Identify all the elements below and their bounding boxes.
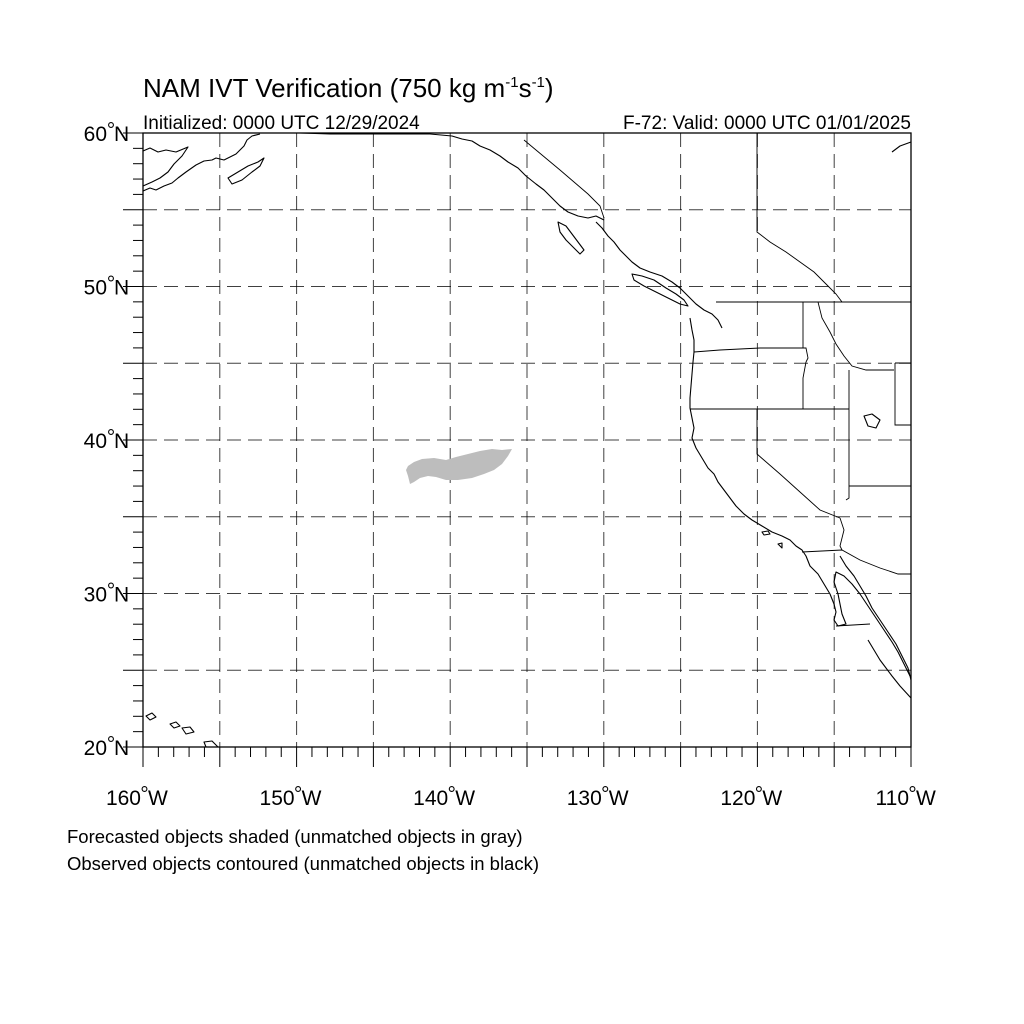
longitude-labels: 160 W 150 W 140 W 130 W 120 W 110 W [106,786,936,810]
degree-symbol [108,122,114,128]
haida-gwaii [557,221,585,255]
latitude-labels: 60 N 50 N 40 N 30 N 20 N [84,122,129,760]
hudson-bay-edge [891,141,912,153]
degree-symbol [108,275,114,282]
ca-nv-border [756,409,841,519]
lon-label: 120 [720,787,755,810]
lat-hemisphere: N [114,584,129,607]
axis-ticks [123,132,912,767]
forecast-object-unmatched [406,449,512,484]
us-west-coast [689,317,911,677]
degree-symbol [108,582,114,589]
footnote-observed: Observed objects contoured (unmatched ob… [67,853,539,874]
bc-coast [595,221,723,329]
id-mt-border [817,301,894,371]
alaska-peninsula [142,133,261,192]
lat-hemisphere: N [114,277,129,300]
lon-hemisphere: W [916,787,936,810]
lon-label: 160 [106,787,141,810]
lat-hemisphere: N [114,123,129,146]
alaska-canada-border [523,139,605,219]
map-title: NAM IVT Verification (750 kg m-1s-1) [143,73,554,103]
hawaii-oahu-maui [169,721,195,735]
channel-islands [761,530,783,549]
degree-symbol [295,786,302,792]
lat-label: 30 [84,584,107,607]
lat-label: 40 [84,430,107,453]
kodiak-island [227,157,265,185]
degree-symbol [448,786,455,792]
lon-hemisphere: W [148,787,168,810]
degree-symbol [108,429,114,435]
lat-hemisphere: N [114,430,129,453]
lat-label: 20 [84,737,107,760]
lon-label: 110 [876,787,909,810]
lat-hemisphere: N [114,737,129,760]
degree-symbol [755,786,762,792]
lon-label: 140 [413,787,448,810]
alaska-coast [142,146,189,187]
canada-province-border [756,133,843,303]
nv-ut-border [845,409,850,501]
degree-symbol [909,786,916,792]
lat-label: 50 [84,277,107,300]
coastlines [142,132,912,748]
gulf-of-california-coast [839,555,912,681]
lon-hemisphere: W [302,787,322,810]
initialized-time: Initialized: 0000 UTC 12/29/2024 [143,113,420,134]
degree-symbol [602,786,609,792]
vancouver-island [631,273,689,307]
lon-hemisphere: W [609,787,629,810]
alaska-gulf-coast [299,132,605,221]
lat-label: 60 [84,123,107,146]
lon-hemisphere: W [762,787,782,810]
or-id-border [802,361,807,409]
great-salt-lake [863,413,881,429]
valid-time: F-72: Valid: 0000 UTC 01/01/2025 [623,113,911,134]
footnote-forecast: Forecasted objects shaded (unmatched obj… [67,826,523,847]
hawaii-niihau [145,712,157,721]
degree-symbol [108,736,114,742]
lon-label: 130 [567,787,602,810]
degree-symbol [141,786,148,792]
lon-hemisphere: W [455,787,475,810]
lon-label: 150 [260,787,295,810]
graticule [143,133,911,747]
hawaii-big-island [203,740,219,748]
mexico-mainland-coast [867,639,912,699]
political-borders [523,133,911,627]
wa-or-border [693,347,809,363]
wy-box [894,362,911,426]
az-ca-border [839,517,845,551]
us-mexico-border [801,549,911,575]
baja-state-border [835,623,871,627]
